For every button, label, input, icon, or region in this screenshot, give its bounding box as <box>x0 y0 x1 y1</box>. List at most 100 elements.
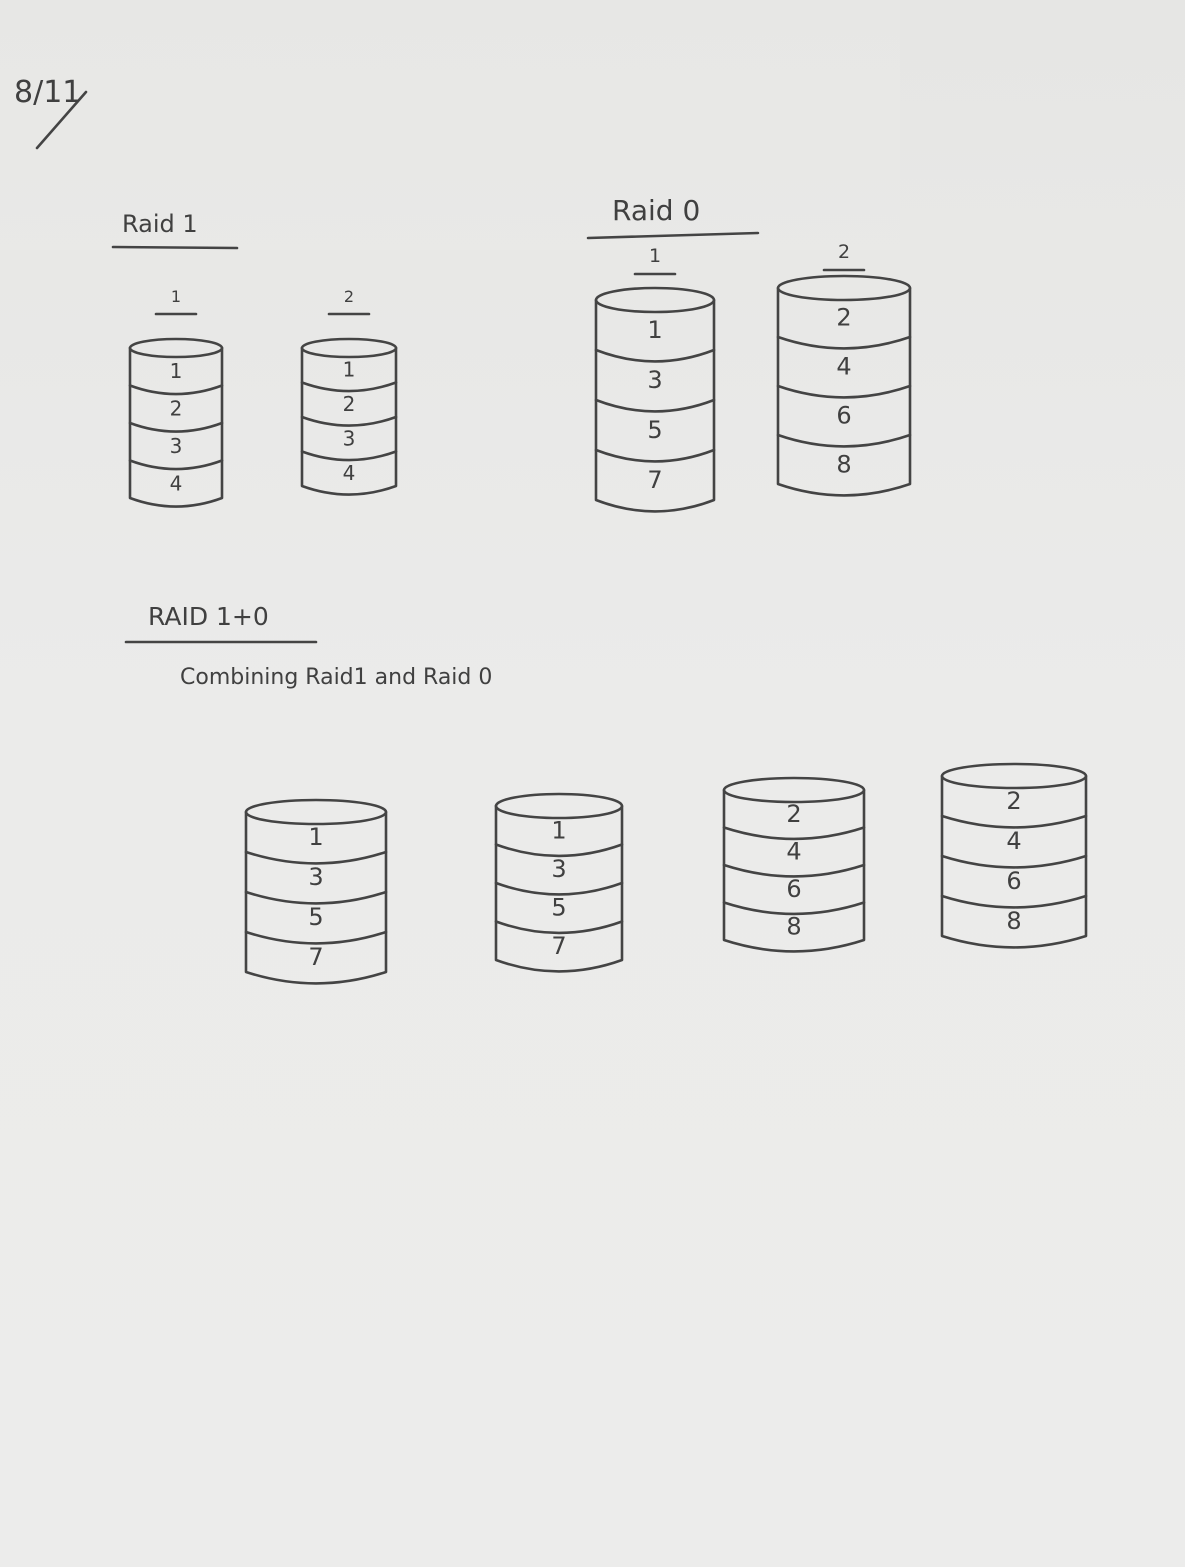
page-number: 8/11 <box>14 75 88 150</box>
raid10-disk-4: 2 4 6 8 <box>940 762 1088 949</box>
raid1-disk-top <box>300 337 398 359</box>
raid10-block: 8 <box>1006 907 1021 935</box>
raid10-block: 2 <box>786 800 801 828</box>
raid1-disk-label: 1 <box>171 287 181 306</box>
raid10-block: 7 <box>551 932 566 960</box>
raid1-disk-label: 2 <box>344 287 354 306</box>
raid10-block-divider <box>940 854 1088 869</box>
raid10-disk-top <box>940 762 1088 790</box>
raid10-block-divider <box>494 920 624 935</box>
raid0-disk-body <box>776 286 912 497</box>
raid10-block: 3 <box>551 855 566 883</box>
raid1-disk-1: 1 1 2 3 4 <box>128 287 224 508</box>
raid0-block: 3 <box>647 366 662 394</box>
raid1-disk-body <box>128 346 224 508</box>
raid1-block: 4 <box>343 461 356 485</box>
raid10-disk-body <box>494 804 624 973</box>
raid10-disk-body <box>722 788 866 953</box>
raid10-block-divider <box>722 901 866 916</box>
raid0-block: 8 <box>836 451 851 479</box>
raid1-disks: 1 1 2 3 4 2 1 2 3 4 <box>128 287 398 508</box>
raid10-block: 1 <box>551 816 566 844</box>
raid10-block: 6 <box>786 875 801 903</box>
raid10-block-divider <box>940 814 1088 829</box>
raid1-block: 2 <box>343 392 356 416</box>
raid0-disks: 1 1 3 5 7 2 2 4 6 8 <box>594 241 912 513</box>
raid10-disk-top <box>244 798 388 826</box>
raid0-block-divider <box>594 448 716 463</box>
raid1-block: 3 <box>170 434 183 458</box>
raid1-block-divider <box>128 421 224 433</box>
raid10-block: 5 <box>551 893 566 921</box>
raid10-block-divider <box>494 843 624 858</box>
raid1-disk-body <box>300 346 398 496</box>
raid1-heading-underline <box>111 245 239 250</box>
raid10-block-divider <box>244 930 388 945</box>
raid10-disk-1: 1 3 5 7 <box>244 798 388 985</box>
raid1-block-divider <box>128 459 224 471</box>
raid10-disk-top <box>494 792 624 820</box>
raid10-disk-body <box>244 810 388 985</box>
raid10-disk-3: 2 4 6 8 <box>722 776 866 953</box>
raid1-block-divider <box>128 384 224 396</box>
raid10-block: 2 <box>1006 787 1021 815</box>
raid0-block: 5 <box>647 416 662 444</box>
raid1-block-divider <box>300 415 398 427</box>
raid1-disk-2: 2 1 2 3 4 <box>300 287 398 496</box>
raid0-heading: Raid 0 <box>612 194 700 227</box>
raid1-block: 1 <box>343 357 356 381</box>
raid10-block: 4 <box>1006 827 1021 855</box>
raid10-disk-2: 1 3 5 7 <box>494 792 624 973</box>
raid0-block-divider <box>776 384 912 399</box>
raid10-block-divider <box>244 850 388 865</box>
raid10-block-divider <box>494 881 624 896</box>
page-number-top: 8/11 <box>14 75 81 110</box>
raid0-disk-label: 1 <box>649 245 661 267</box>
raid0-block: 7 <box>647 466 662 494</box>
raid10-disk-top <box>722 776 866 804</box>
raid10-disks: 1 3 5 7 1 3 5 7 2 4 6 8 2 4 6 8 <box>244 762 1088 985</box>
raid0-disk-top <box>776 274 912 302</box>
raid0-block-divider <box>594 398 716 413</box>
raid0-disk-2: 2 2 4 6 8 <box>776 241 912 497</box>
raid0-block-divider <box>594 348 716 363</box>
raid1-block: 4 <box>170 471 183 495</box>
raid0-heading-underline <box>586 231 760 240</box>
raid0-block: 2 <box>836 304 851 332</box>
raid10-subtitle: Combining Raid1 and Raid 0 <box>180 665 492 690</box>
raid1-disk-top <box>128 337 224 359</box>
raid10-section: RAID 1+0 Combining Raid1 and Raid 0 1 3 5 7… <box>124 602 1088 985</box>
raid10-block: 1 <box>308 823 323 851</box>
raid1-block: 1 <box>170 359 183 383</box>
raid10-heading: RAID 1+0 <box>148 602 269 631</box>
raid0-block: 1 <box>647 316 662 344</box>
raid1-block-divider <box>300 381 398 393</box>
raid10-block-divider <box>244 890 388 905</box>
raid1-heading: Raid 1 <box>122 210 198 238</box>
raid0-disk-top <box>594 286 716 314</box>
raid0-block: 6 <box>836 402 851 430</box>
raid10-disk-body <box>940 774 1088 949</box>
raid0-disk-label: 2 <box>838 241 850 263</box>
raid10-block: 8 <box>786 912 801 940</box>
raid10-block: 7 <box>308 943 323 971</box>
raid1-block: 2 <box>170 396 183 420</box>
raid1-section: Raid 1 1 1 2 3 4 2 1 2 3 4 <box>111 210 398 508</box>
raid0-section: Raid 0 1 1 3 5 7 2 2 4 6 8 <box>586 194 912 513</box>
raid0-block: 4 <box>836 353 851 381</box>
raid10-block: 4 <box>786 837 801 865</box>
raid1-block-divider <box>300 450 398 462</box>
raid10-block-divider <box>722 863 866 878</box>
raid0-block-divider <box>776 335 912 350</box>
raid10-block-divider <box>940 894 1088 909</box>
raid10-block-divider <box>722 826 866 841</box>
raid1-block: 3 <box>343 426 356 450</box>
raid0-disk-body <box>594 298 716 513</box>
raid10-block: 6 <box>1006 867 1021 895</box>
raid0-disk-1: 1 1 3 5 7 <box>594 245 716 513</box>
raid10-block: 5 <box>308 903 323 931</box>
raid0-block-divider <box>776 433 912 448</box>
raid10-block: 3 <box>308 863 323 891</box>
